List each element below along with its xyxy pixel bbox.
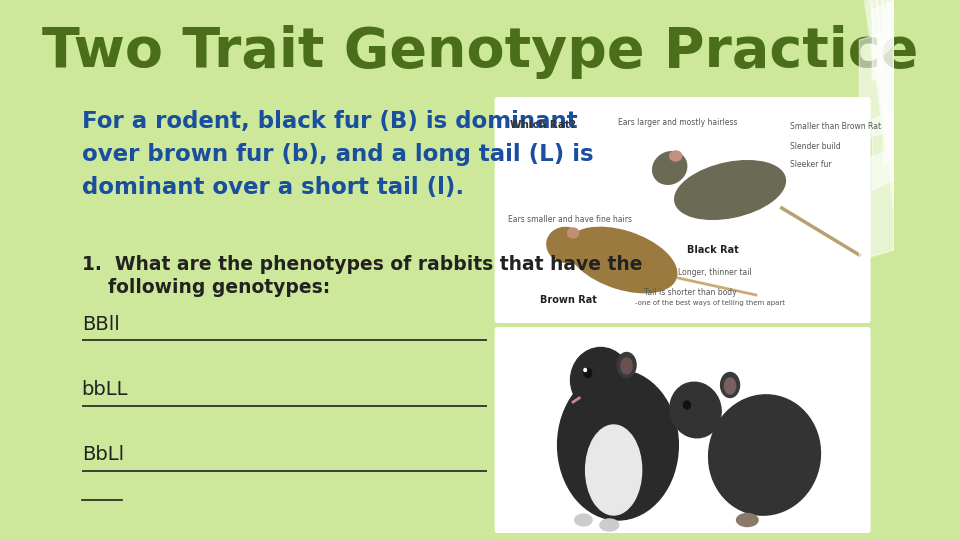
Ellipse shape bbox=[584, 368, 587, 372]
Ellipse shape bbox=[708, 395, 821, 515]
Text: BbLl: BbLl bbox=[82, 445, 124, 464]
FancyBboxPatch shape bbox=[494, 327, 871, 533]
Polygon shape bbox=[883, 110, 894, 165]
Ellipse shape bbox=[670, 382, 721, 438]
Text: Ears smaller and have fine hairs: Ears smaller and have fine hairs bbox=[508, 215, 632, 224]
Polygon shape bbox=[859, 150, 894, 260]
Ellipse shape bbox=[684, 401, 690, 409]
Polygon shape bbox=[883, 0, 894, 55]
Text: bbLL: bbLL bbox=[82, 380, 128, 399]
Ellipse shape bbox=[547, 227, 586, 262]
Text: Brown Rat: Brown Rat bbox=[540, 295, 597, 305]
Ellipse shape bbox=[558, 370, 679, 520]
Ellipse shape bbox=[600, 519, 619, 531]
Ellipse shape bbox=[621, 358, 633, 374]
Text: Two Trait Genotype Practice: Two Trait Genotype Practice bbox=[42, 25, 918, 79]
Text: Ears larger and mostly hairless: Ears larger and mostly hairless bbox=[618, 118, 737, 127]
Text: 1.  What are the phenotypes of rabbits that have the: 1. What are the phenotypes of rabbits th… bbox=[82, 255, 642, 274]
Polygon shape bbox=[859, 30, 894, 140]
Text: Slender build: Slender build bbox=[790, 142, 841, 151]
Ellipse shape bbox=[670, 151, 682, 161]
Text: following genotypes:: following genotypes: bbox=[82, 278, 330, 297]
Ellipse shape bbox=[736, 514, 758, 526]
Ellipse shape bbox=[617, 353, 636, 377]
Ellipse shape bbox=[586, 425, 641, 515]
Text: Black Rat: Black Rat bbox=[687, 245, 738, 255]
Ellipse shape bbox=[567, 228, 579, 238]
Ellipse shape bbox=[567, 227, 677, 293]
Polygon shape bbox=[873, 0, 894, 80]
Text: For a rodent, black fur (B) is dominant
over brown fur (b), and a long tail (L) : For a rodent, black fur (B) is dominant … bbox=[82, 110, 593, 199]
Ellipse shape bbox=[570, 348, 631, 413]
Text: Longer, thinner tail: Longer, thinner tail bbox=[679, 268, 752, 277]
Polygon shape bbox=[873, 110, 894, 190]
Ellipse shape bbox=[725, 378, 735, 394]
Ellipse shape bbox=[653, 152, 686, 184]
Ellipse shape bbox=[675, 161, 785, 219]
Text: -one of the best ways of telling them apart: -one of the best ways of telling them ap… bbox=[636, 300, 785, 306]
Text: Sleeker fur: Sleeker fur bbox=[790, 160, 832, 169]
Ellipse shape bbox=[584, 368, 591, 377]
Text: Tail is shorter than body: Tail is shorter than body bbox=[644, 288, 736, 297]
Ellipse shape bbox=[575, 514, 592, 526]
Text: Which Rat?: Which Rat? bbox=[510, 120, 576, 130]
Ellipse shape bbox=[721, 373, 739, 397]
FancyBboxPatch shape bbox=[494, 97, 871, 323]
Text: Smaller than Brown Rat: Smaller than Brown Rat bbox=[790, 122, 881, 131]
Text: BBll: BBll bbox=[82, 315, 119, 334]
